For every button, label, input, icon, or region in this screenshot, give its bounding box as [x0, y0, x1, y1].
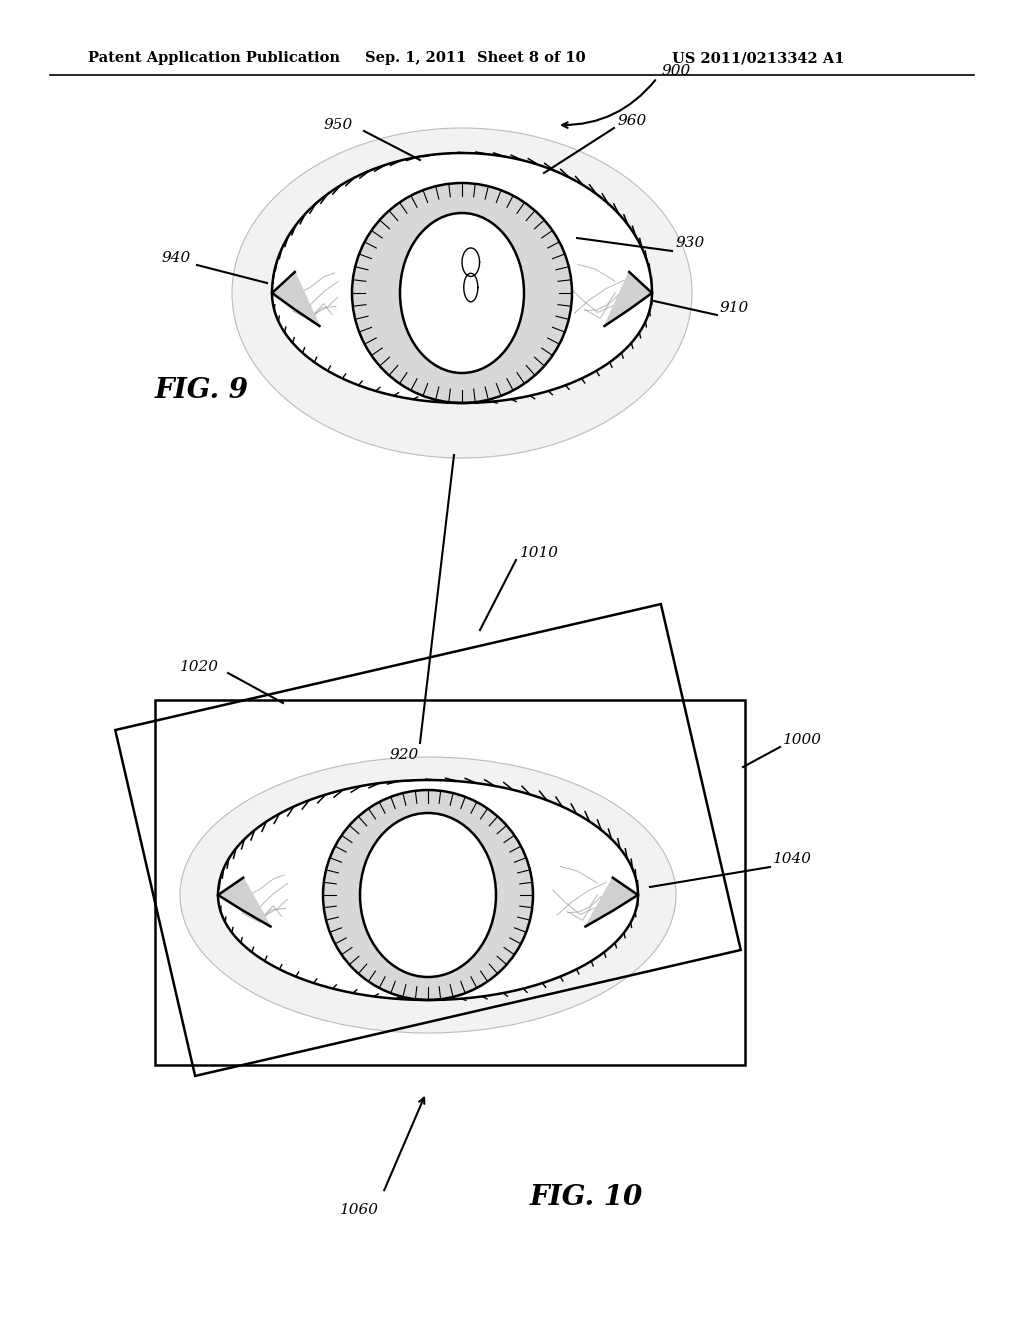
Text: 960: 960 — [617, 114, 646, 128]
Text: 1000: 1000 — [783, 733, 822, 747]
Text: 1040: 1040 — [773, 851, 812, 866]
Polygon shape — [272, 272, 319, 326]
Polygon shape — [586, 878, 638, 927]
Text: 930: 930 — [675, 236, 705, 249]
Text: 900: 900 — [662, 63, 691, 78]
Text: 910: 910 — [720, 301, 750, 315]
Text: Sep. 1, 2011: Sep. 1, 2011 — [365, 51, 466, 65]
Polygon shape — [218, 780, 638, 1001]
Text: 920: 920 — [390, 748, 419, 762]
Text: US 2011/0213342 A1: US 2011/0213342 A1 — [672, 51, 845, 65]
Text: 1020: 1020 — [180, 660, 219, 675]
Ellipse shape — [400, 213, 524, 374]
Text: Sheet 8 of 10: Sheet 8 of 10 — [477, 51, 586, 65]
Text: 940: 940 — [162, 251, 191, 265]
Ellipse shape — [323, 789, 534, 1001]
Ellipse shape — [360, 813, 496, 977]
Polygon shape — [604, 272, 652, 326]
Text: Patent Application Publication: Patent Application Publication — [88, 51, 340, 65]
Text: 1060: 1060 — [340, 1203, 379, 1217]
Ellipse shape — [232, 128, 692, 458]
Text: 1010: 1010 — [520, 546, 559, 560]
Text: FIG. 10: FIG. 10 — [530, 1184, 643, 1210]
Text: FIG. 9: FIG. 9 — [155, 378, 249, 404]
Text: 950: 950 — [324, 117, 353, 132]
Ellipse shape — [352, 183, 572, 403]
Polygon shape — [272, 153, 652, 403]
Ellipse shape — [180, 756, 676, 1034]
Polygon shape — [218, 878, 270, 927]
